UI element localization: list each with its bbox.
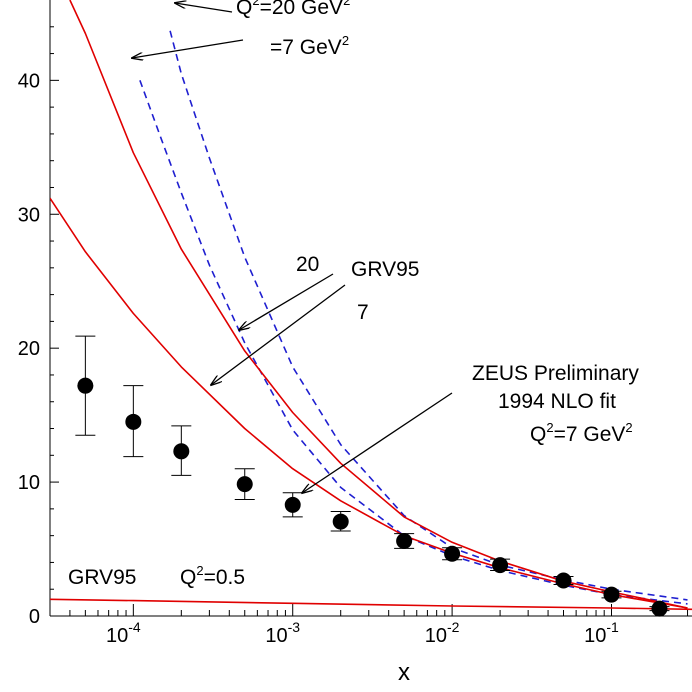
annotation-zeus-line3: Q2=7 GeV2 xyxy=(530,420,633,446)
annotation-grv95: GRV95 xyxy=(351,258,420,281)
data-point xyxy=(651,600,668,617)
y-tick-label: 40 xyxy=(18,70,40,92)
arrow-zeus-fit xyxy=(302,392,453,493)
annotation-zeus-q20: Q2=20 GeV2 xyxy=(236,0,350,19)
arrow-grv-20 xyxy=(239,273,334,330)
annotation-grv-20: 20 xyxy=(296,253,319,276)
y-tick-label: 0 xyxy=(29,606,40,628)
x-tick-label: 10-1 xyxy=(584,619,619,647)
arrow-zeus-q7 xyxy=(132,39,244,58)
data-point xyxy=(125,413,142,430)
data-points xyxy=(75,335,670,617)
x-tick-labels: 10-4 10-3 10-2 10-1 xyxy=(106,619,619,647)
arrow-grv-7 xyxy=(211,284,346,385)
data-point xyxy=(77,377,94,394)
curves xyxy=(50,0,692,611)
x-ticks xyxy=(49,604,689,616)
series-line-4 xyxy=(50,598,692,611)
series-line-1 xyxy=(169,30,688,601)
arrows xyxy=(132,3,453,493)
data-point xyxy=(492,557,509,574)
data-point xyxy=(555,572,572,589)
annotations: Q2=20 GeV2 =7 GeV2 20 GRV95 7 ZEUS Preli… xyxy=(68,0,639,589)
x-tick-label: 10-4 xyxy=(106,619,141,647)
x-axis-label: x xyxy=(398,659,410,686)
series-line-0 xyxy=(139,80,688,605)
data-point xyxy=(173,443,190,460)
annotation-zeus-line2: 1994 NLO fit xyxy=(498,390,616,413)
data-point xyxy=(332,513,349,530)
y-tick-label: 20 xyxy=(18,338,40,360)
data-point xyxy=(603,586,620,603)
x-tick-label: 10-2 xyxy=(425,619,460,647)
data-point xyxy=(236,476,253,493)
annotation-low-q: Q2=0.5 xyxy=(180,563,245,589)
data-point xyxy=(444,545,461,562)
data-point xyxy=(396,533,413,550)
y-tick-label: 30 xyxy=(18,204,40,226)
annotation-zeus-line1: ZEUS Preliminary xyxy=(472,362,639,385)
data-point xyxy=(284,496,301,513)
arrow-zeus-q20 xyxy=(175,3,233,13)
x-tick-label: 10-3 xyxy=(265,619,300,647)
annotation-grv-7: 7 xyxy=(357,301,369,324)
y-tick-label: 10 xyxy=(18,472,40,494)
annotation-zeus-q7: =7 GeV2 xyxy=(270,33,349,59)
annotation-low-grv95: GRV95 xyxy=(68,566,137,589)
y-ticks: 0 10 20 30 40 xyxy=(18,26,59,628)
